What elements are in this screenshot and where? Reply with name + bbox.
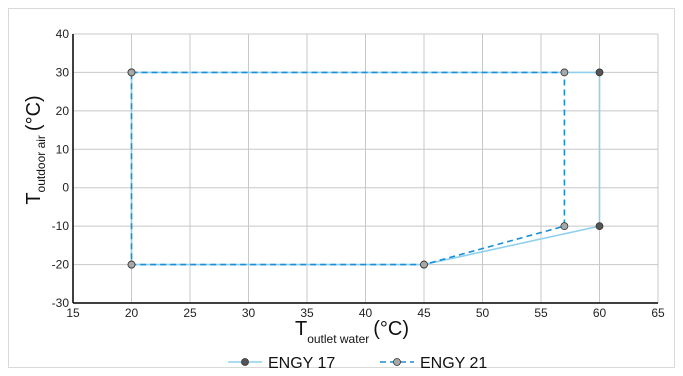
series-lines (127, 68, 604, 269)
x-tick-label: 15 (66, 306, 80, 320)
x-axis-main: T (295, 318, 307, 340)
x-tick-label: 30 (242, 306, 256, 320)
tick-labels: -30 -20 -10 0 10 20 30 40 15 20 25 30 35 40 45 50 55 60 65 (52, 27, 665, 320)
legend-marker-engy-21 (393, 358, 401, 366)
legend-label-engy-21: ENGY 21 (420, 355, 487, 372)
legend-label-engy-17: ENGY 17 (268, 355, 335, 372)
y-tick-label: 40 (56, 27, 70, 41)
x-axis-sub: outlet water (307, 332, 369, 346)
x-tick-label: 25 (183, 306, 197, 320)
x-tick-label: 65 (651, 306, 665, 320)
series-line-engy-21 (130, 71, 566, 266)
point-engy-21 (127, 260, 136, 269)
y-tick-label: 30 (56, 65, 70, 79)
x-tick-label: 40 (359, 306, 373, 320)
point-engy-21 (420, 260, 428, 269)
y-axis-unit: (°C) (23, 95, 45, 131)
grid (72, 33, 659, 304)
x-tick-label: 35 (300, 306, 314, 320)
x-tick-label: 50 (476, 306, 490, 320)
y-axis-sub: outdoor air (34, 135, 48, 192)
point-engy-21 (560, 68, 569, 77)
y-axis-label: Toutdoor air (°C) (23, 95, 48, 204)
y-tick-label: -10 (52, 219, 70, 233)
y-axis-main: T (23, 192, 45, 204)
legend: ENGY 17 ENGY 21 (228, 355, 487, 372)
point-engy-17 (595, 222, 604, 231)
point-engy-21 (560, 222, 569, 231)
y-tick-label: 0 (62, 181, 69, 195)
y-tick-label: 20 (56, 104, 70, 118)
svg-text:Toutdoor air(°C): Toutdoor air (°C) (23, 95, 48, 204)
y-tick-label: 10 (56, 142, 70, 156)
point-engy-17 (595, 68, 604, 77)
x-axis-label: Toutlet water (°C) (295, 318, 409, 346)
x-tick-label: 55 (534, 306, 548, 320)
chart-frame (8, 8, 675, 368)
y-tick-label: -20 (52, 258, 70, 272)
x-axis-unit: (°C) (373, 318, 409, 340)
y-tick-label: -30 (52, 296, 70, 310)
axes (72, 34, 658, 304)
x-tick-label: 60 (593, 306, 607, 320)
svg-text:Toutlet water(°C): Toutlet water (°C) (295, 318, 409, 346)
point-engy-21 (127, 68, 136, 77)
legend-marker-engy-17 (241, 358, 249, 366)
x-tick-label: 20 (125, 306, 139, 320)
x-tick-label: 45 (417, 306, 431, 320)
